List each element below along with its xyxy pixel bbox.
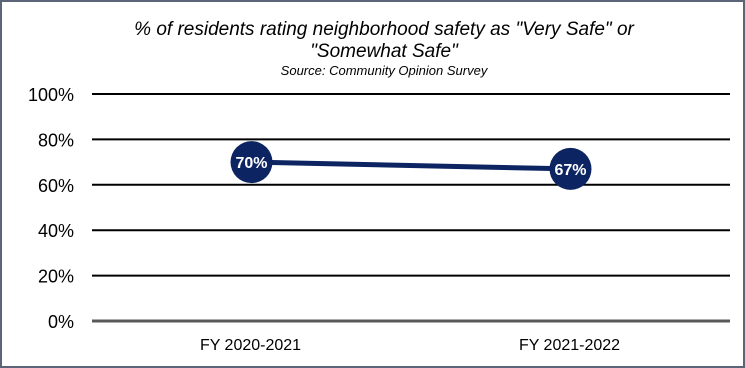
gridlines — [92, 93, 730, 323]
data-label: 67% — [554, 162, 586, 179]
y-tick-label: 20% — [38, 267, 74, 287]
data-point-marker — [549, 147, 592, 190]
y-tick-label: 40% — [38, 221, 74, 241]
chart-title-line-1: % of residents rating neighborhood safet… — [134, 19, 634, 40]
y-tick-label: 60% — [38, 176, 74, 196]
chart-title-line-2: "Somewhat Safe" — [310, 41, 459, 62]
y-tick-label: 80% — [38, 130, 74, 150]
x-tick-label: FY 2020-2021 — [200, 337, 301, 354]
series-line: 70% 67% — [230, 141, 592, 190]
y-tick-label: 100% — [28, 85, 74, 105]
y-tick-label: 0% — [48, 312, 74, 332]
data-label: 70% — [235, 155, 267, 172]
data-point-marker — [230, 141, 273, 184]
series-line-path — [251, 159, 571, 172]
chart-subtitle: Source: Community Opinion Survey — [281, 63, 489, 78]
x-tick-label: FY 2021-2022 — [519, 337, 620, 354]
x-axis-ticks: FY 2020-2021 FY 2021-2022 — [200, 337, 620, 354]
y-axis-ticks: 0% 20% 40% 60% 80% 100% — [28, 85, 74, 332]
